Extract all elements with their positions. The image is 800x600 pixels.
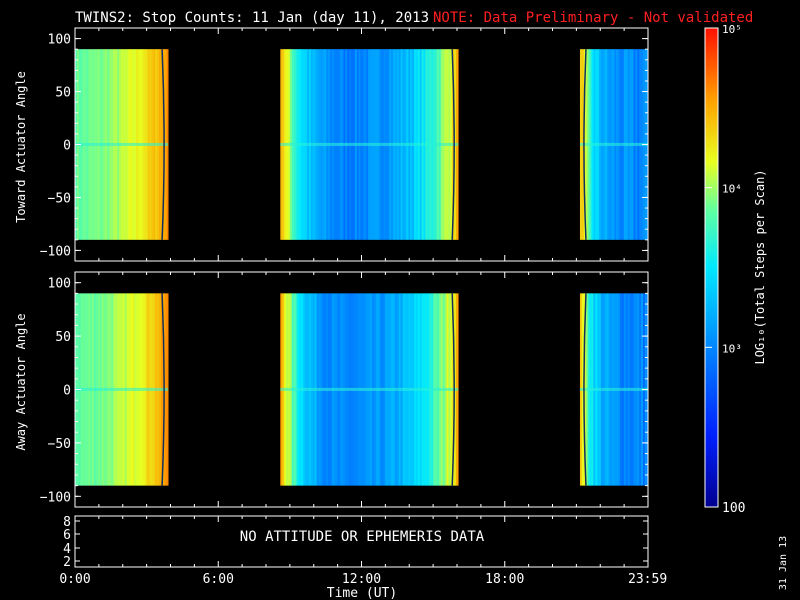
away-data-block-3 — [579, 293, 649, 486]
away-data-block-1 — [75, 293, 169, 486]
colorbar-tick-label: 10³ — [722, 342, 742, 355]
x-tick-labels: 0:00 6:00 12:00 18:00 23:59 — [59, 572, 667, 587]
no-data-message: NO ATTITUDE OR EPHEMERIS DATA — [240, 529, 485, 545]
x-tick-label: 23:59 — [628, 572, 667, 587]
x-tick-label: 0:00 — [59, 572, 90, 587]
ylabel-away: Away Actuator Angle — [14, 313, 28, 450]
attitude-ytick-label: 4 — [63, 542, 71, 557]
toward-data-block-1 — [75, 49, 169, 240]
colorbar-tick-label: 10⁴ — [722, 183, 742, 196]
x-axis-label: Time (UT) — [327, 586, 397, 600]
x-tick-label: 6:00 — [203, 572, 234, 587]
toward-ytick-label: 0 — [63, 139, 71, 154]
preliminary-note: NOTE: Data Preliminary - Not validated — [433, 10, 753, 26]
toward-ytick-label: 50 — [55, 86, 71, 101]
x-tick-label: 18:00 — [485, 572, 524, 587]
colorbar-tick-label: 10⁵ — [722, 23, 742, 36]
colorbar-tick-label: 100 — [722, 501, 745, 516]
toward-ytick-label: −50 — [48, 191, 71, 206]
away-data-block-2 — [280, 293, 459, 486]
colorbar-gradient — [704, 27, 719, 508]
colorbar: 10⁵ 10⁴ 10³ 100 LOG₁₀(Total Steps per Scan) — [704, 23, 767, 516]
date-stamp: 31 Jan 13 — [778, 536, 789, 590]
toward-ytick-label: −100 — [40, 244, 71, 259]
toward-ytick-label: 100 — [48, 33, 71, 48]
ylabel-toward: Toward Actuator Angle — [14, 71, 28, 223]
toward-data-block-3 — [579, 49, 649, 240]
away-ytick-label: 0 — [63, 384, 71, 399]
away-ytick-label: 100 — [48, 277, 71, 292]
attitude-ytick-label: 8 — [63, 515, 71, 530]
x-tick-label: 12:00 — [342, 572, 381, 587]
away-ytick-label: −100 — [40, 490, 71, 505]
attitude-ytick-label: 6 — [63, 528, 71, 543]
away-ytick-label: −50 — [48, 437, 71, 452]
toward-angle-panel: 100 50 0 −50 −100 — [40, 27, 649, 262]
colorbar-label: LOG₁₀(Total Steps per Scan) — [753, 169, 767, 364]
away-angle-panel: 100 50 0 −50 −100 — [40, 271, 649, 508]
toward-data-block-2 — [280, 49, 459, 240]
away-ytick-label: 50 — [55, 330, 71, 345]
attitude-ytick-label: 2 — [63, 555, 71, 570]
chart-title: TWINS2: Stop Counts: 11 Jan (day 11), 20… — [75, 10, 429, 26]
